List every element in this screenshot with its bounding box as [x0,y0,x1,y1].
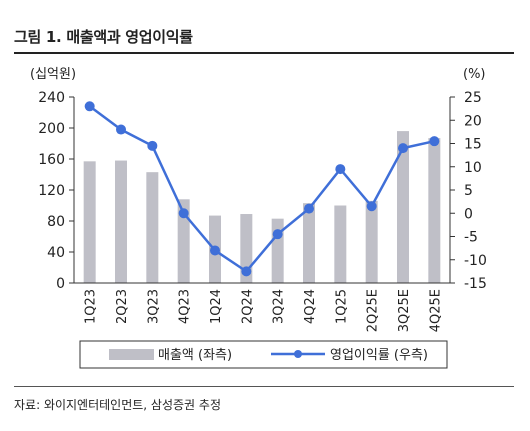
bar [177,199,190,283]
line-point [335,164,346,175]
left-tick-label: 80 [47,214,65,230]
line-series [84,101,440,277]
right-tick-label: 0 [464,206,473,222]
left-tick-label: 0 [56,276,65,292]
bar [303,203,315,283]
category-label: 1Q23 [84,289,99,324]
category-label: 2Q23 [115,289,130,324]
line-point [366,201,377,212]
category-label: 4Q25E [428,289,443,332]
left-tick-label: 160 [38,152,65,168]
category-label: 2Q24 [240,289,255,324]
bar [271,218,284,283]
right-tick-label: 5 [464,183,473,199]
bar-series [83,131,441,283]
bar [428,138,441,283]
right-tick-label: -10 [464,253,487,269]
legend-bar-label: 매출액 (좌측) [158,348,232,363]
left-tick-labels: 0 40 80 120 160 200 240 [38,90,65,292]
category-label: 3Q24 [272,289,287,324]
right-tick-label: 25 [464,90,482,106]
bar [334,205,347,283]
line-path [88,105,435,274]
bar [365,200,378,283]
right-tick-label: 20 [464,113,482,129]
left-tick-label: 120 [38,183,65,199]
line-point [304,203,314,214]
line-point [116,124,126,135]
legend-box [79,340,448,369]
line-point [84,101,95,112]
bar [397,131,409,283]
line-point [178,208,189,219]
left-axis-unit: (십억원) [30,67,76,82]
category-label: 3Q23 [146,289,161,324]
bar [146,172,159,283]
category-label: 1Q24 [209,289,224,324]
category-label: 4Q24 [303,289,318,324]
category-label: 3Q25E [397,289,412,332]
right-tick-label: -5 [464,230,478,246]
axes [69,96,455,284]
category-labels: 1Q23 2Q23 3Q23 4Q23 1Q24 2Q24 3Q24 4Q24 1Q25 2Q25… [84,289,444,332]
line-point [147,140,158,151]
legend-line-label: 영업이익률 (우측) [330,348,428,363]
line-point [398,143,408,154]
bar [83,161,96,283]
category-label: 4Q23 [178,289,193,324]
category-label: 2Q25E [366,289,381,332]
source-note: 자료: 와이지엔터테인먼트, 삼성증권 추정 [14,398,221,412]
right-tick-label: 10 [464,160,482,176]
title-rule [14,52,514,54]
right-tick-labels: -15 -10 -5 0 5 10 15 20 25 [464,90,487,292]
legend: 매출액 (좌측) 영업이익률 (우측) [79,340,448,369]
category-label: 1Q25 [334,289,349,324]
right-tick-label: 15 [464,137,482,153]
left-tick-label: 40 [47,245,65,261]
line-point [241,266,252,277]
left-tick-label: 200 [38,121,65,137]
bar [240,214,253,283]
bar [115,160,127,283]
legend-line-marker [294,350,302,358]
left-tick-label: 240 [38,90,65,106]
right-tick-label: -15 [464,276,487,292]
line-point [429,136,440,147]
right-axis-unit: (%) [463,67,486,82]
source-rule [14,386,514,387]
legend-bar-swatch [109,349,154,360]
line-point [272,229,283,240]
line-point [210,245,220,256]
figure-title: 그림 1. 매출액과 영업이익률 [14,28,193,46]
